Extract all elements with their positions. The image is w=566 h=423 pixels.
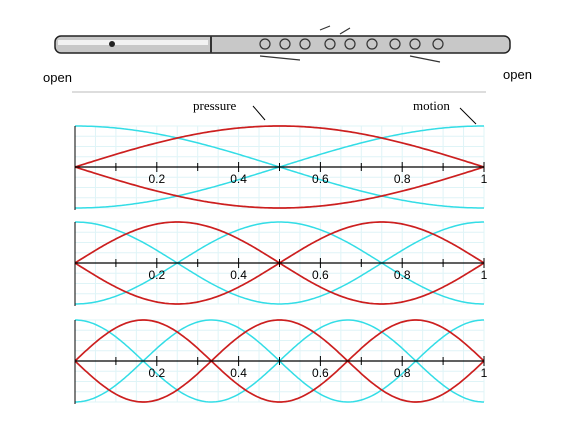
wave-panel: 0.2 0.4 0.6 0.8 1 — [74, 221, 488, 306]
motion-curve — [75, 221, 484, 305]
tick-label: 0.4 — [230, 172, 247, 186]
flute — [54, 25, 511, 63]
tick-label: 0.6 — [312, 268, 329, 282]
tick-label: 1 — [481, 366, 488, 380]
pressure-curve — [74, 166, 485, 209]
open-label: open — [503, 67, 532, 82]
tick-label: 0.2 — [148, 366, 165, 380]
open-label: open — [43, 70, 72, 85]
tick-label: 0.6 — [312, 366, 329, 380]
pressure-curve — [74, 319, 485, 403]
tick-label: 0.8 — [394, 172, 411, 186]
wave-panel: 0.2 0.4 0.6 0.8 1 — [74, 125, 488, 210]
wave-panel: 0.2 0.4 0.6 0.8 1 — [74, 319, 488, 404]
tick-label: 0.8 — [394, 268, 411, 282]
panels: 0.2 0.4 0.6 0.8 1 0.2 0.4 0.6 0.8 1 0.2 0.4 0.6 0.8 1 — [74, 125, 488, 404]
pointer — [252, 105, 266, 121]
tick-label: 0.4 — [230, 268, 247, 282]
tick-label: 0.2 — [148, 172, 165, 186]
tick-label: 0.6 — [312, 172, 329, 186]
tick-label: 0.2 — [148, 268, 165, 282]
motion-curve — [75, 221, 484, 305]
tick-label: 1 — [481, 172, 488, 186]
tick-label: 0.4 — [230, 366, 247, 380]
motion-label: motion — [413, 98, 450, 113]
tick-label: 1 — [481, 268, 488, 282]
pointer — [459, 107, 477, 125]
tick-label: 0.8 — [394, 366, 411, 380]
pressure-curve — [74, 125, 485, 168]
pressure-label: pressure — [193, 98, 237, 113]
pressure-curve — [74, 319, 485, 403]
